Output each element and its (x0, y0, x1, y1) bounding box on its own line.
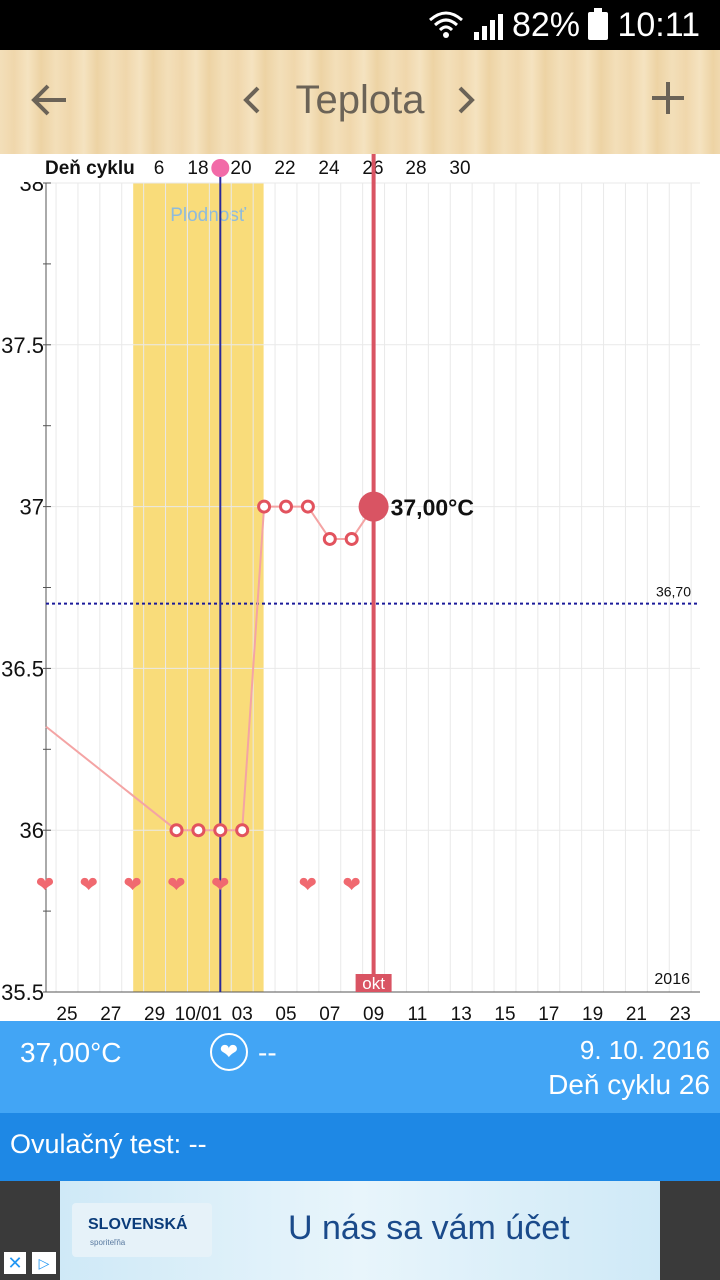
x-tick-label: 29 (144, 1004, 165, 1021)
top-axis-tick: 20 (230, 158, 251, 179)
signal-icon (474, 14, 503, 40)
adchoices-icon[interactable]: ▷ (32, 1252, 56, 1274)
temperature-point (344, 531, 359, 546)
top-axis-bg (0, 154, 720, 182)
top-axis-tick: 28 (405, 158, 426, 179)
x-tick-label: 09 (363, 1004, 384, 1021)
heart-icon: ❤ (123, 873, 141, 898)
top-axis-tick: 6 (154, 158, 165, 179)
x-tick-label: 03 (232, 1004, 253, 1021)
ad-banner[interactable]: SLOVENSKÁ sporiteľňa U nás sa vám účet ✕… (0, 1181, 720, 1280)
y-tick-label: 36 (20, 818, 44, 843)
toolbar: Teplota (0, 50, 720, 156)
cycle-day: Deň cyklu 26 (548, 1069, 710, 1100)
heart-icon[interactable]: ❤ (210, 1033, 248, 1071)
x-tick-label: 15 (494, 1004, 515, 1021)
top-axis-tick: 18 (187, 158, 208, 179)
heart-icon: ❤ (167, 873, 185, 898)
month-badge (355, 974, 392, 992)
selected-point-label: 37,00°C (391, 495, 474, 521)
ovulation-test-label: Ovulačný test: -- (10, 1129, 207, 1159)
x-tick-label: 21 (626, 1004, 647, 1021)
year-label: 2016 (654, 971, 690, 988)
temperature-point (300, 499, 315, 514)
ad-text: U nás sa vám účet (288, 1209, 570, 1247)
top-axis-tick: 30 (449, 158, 470, 179)
y-tick-label: 37 (20, 495, 44, 520)
month-label: okt (362, 974, 385, 993)
y-tick-label: 37.5 (1, 333, 44, 358)
ad-image[interactable]: SLOVENSKÁ sporiteľňa U nás sa vám účet (60, 1181, 660, 1280)
fertile-window (133, 183, 264, 992)
chevron-right-icon (458, 86, 475, 114)
top-axis-tick: 22 (274, 158, 295, 179)
x-tick-label: 13 (451, 1004, 472, 1021)
clock: 10:11 (617, 6, 700, 44)
chevron-left-icon (243, 86, 260, 114)
x-tick-label: 23 (670, 1004, 691, 1021)
temperature-point (191, 823, 206, 838)
heart-icon: ❤ (36, 873, 54, 898)
temperature-point (257, 499, 272, 514)
temperature-point (235, 823, 250, 838)
heart-icon: ❤ (342, 873, 360, 898)
intercourse-value: -- (258, 1037, 277, 1068)
prev-button[interactable] (240, 80, 264, 128)
battery-percent: 82% (511, 6, 580, 44)
x-tick-label: 05 (275, 1004, 296, 1021)
page-title: Teplota (295, 78, 425, 122)
x-tick-label: 19 (582, 1004, 603, 1021)
selected-point (358, 491, 389, 522)
selected-date: 9. 10. 2016 (579, 1035, 710, 1065)
bank-logo: SLOVENSKÁ sporiteľňa (72, 1203, 212, 1257)
top-axis-tick: 24 (318, 158, 340, 179)
coverline-label: 36,70 (656, 584, 691, 600)
x-tick-label: 25 (56, 1004, 77, 1021)
x-tick-label: 11 (408, 1004, 428, 1021)
x-tick-label: 10/01 (175, 1004, 223, 1021)
status-bar: 82% 10:11 (0, 0, 720, 50)
top-axis-title: Deň cyklu (45, 158, 135, 179)
y-tick-label: 35.5 (1, 980, 44, 1005)
heart-icon: ❤ (80, 873, 98, 898)
next-button[interactable] (454, 80, 478, 128)
ad-close-icon[interactable]: ✕ (4, 1252, 26, 1274)
selected-temperature: 37,00°C (20, 1037, 122, 1068)
x-tick-label: 07 (319, 1004, 340, 1021)
plus-icon (652, 82, 684, 114)
battery-icon (588, 8, 608, 40)
temperature-point (169, 823, 184, 838)
temperature-point (213, 823, 228, 838)
temperature-point (322, 531, 337, 546)
arrow-left-icon (31, 84, 66, 116)
x-tick-label: 27 (100, 1004, 121, 1021)
add-button[interactable] (648, 78, 688, 123)
y-tick-label: 36.5 (1, 656, 44, 681)
temperature-point (279, 499, 293, 514)
heart-icon: ❤ (299, 873, 317, 898)
wifi-icon (429, 11, 463, 38)
heart-icon: ❤ (211, 873, 229, 898)
ovulation-test-bar[interactable]: Ovulačný test: -- (0, 1113, 720, 1181)
back-button[interactable] (30, 80, 70, 128)
x-tick-label: 17 (538, 1004, 559, 1021)
fertile-label: Plodnosť (170, 205, 247, 226)
ovulation-marker (211, 159, 230, 177)
info-bar: 37,00°C ❤ -- 9. 10. 2016 Deň cyklu 26 (0, 1021, 720, 1113)
